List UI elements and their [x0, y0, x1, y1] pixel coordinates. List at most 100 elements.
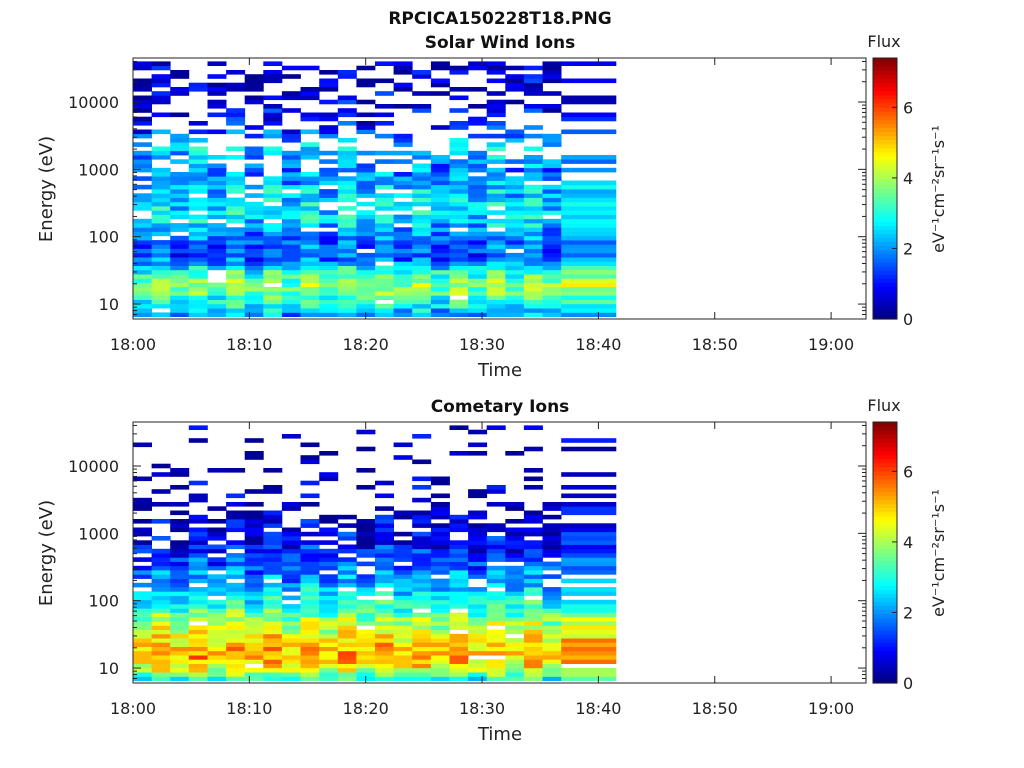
colorbar-segment	[873, 196, 897, 202]
x-tick-label: 18:10	[226, 699, 272, 718]
colorbar-tick-label: 4	[903, 169, 913, 188]
heatmap-cell	[263, 570, 283, 575]
heatmap-cell	[151, 184, 171, 190]
colorbar-segment	[873, 102, 897, 108]
heatmap-cell	[542, 616, 562, 622]
heatmap-cell	[561, 527, 617, 533]
heatmap-cell	[319, 240, 339, 245]
heatmap-cell	[505, 544, 525, 550]
heatmap-cell	[542, 312, 562, 317]
heatmap-cell	[393, 591, 413, 596]
heatmap-cell	[486, 591, 506, 596]
heatmap-cell	[170, 523, 190, 528]
heatmap-cell	[188, 129, 208, 135]
heatmap-cell	[393, 214, 413, 220]
heatmap-cell	[170, 667, 190, 673]
heatmap-cell	[207, 519, 227, 524]
heatmap-cell	[151, 278, 171, 283]
x-tick-label: 18:50	[692, 335, 738, 354]
colorbar-segment	[873, 233, 897, 239]
heatmap-cell	[263, 210, 283, 215]
heatmap-cell	[133, 519, 152, 524]
heatmap-cell	[468, 159, 488, 164]
heatmap-cell	[133, 655, 152, 660]
heatmap-cell	[505, 655, 525, 660]
heatmap-cell	[226, 299, 246, 305]
heatmap-cell	[244, 455, 264, 460]
heatmap-cell	[486, 582, 506, 588]
heatmap-cell	[281, 676, 301, 681]
heatmap-cell	[449, 257, 469, 262]
heatmap-cell	[356, 218, 376, 224]
heatmap-cell	[430, 659, 450, 664]
heatmap-cell	[337, 189, 357, 194]
heatmap-cell	[430, 621, 450, 626]
heatmap-cell	[207, 163, 227, 169]
heatmap-cell	[226, 252, 246, 258]
heatmap-cell	[486, 282, 506, 288]
heatmap-cell	[151, 112, 171, 118]
heatmap-cell	[393, 621, 413, 626]
y-tick-label: 100	[88, 228, 119, 247]
heatmap-cell	[449, 159, 469, 164]
heatmap-cell	[468, 291, 488, 296]
heatmap-cell	[542, 269, 562, 275]
heatmap-cell	[412, 510, 432, 516]
x-tick-label: 19:00	[808, 335, 854, 354]
heatmap-cell	[226, 240, 246, 245]
heatmap-cell	[468, 633, 488, 639]
heatmap-cell	[170, 312, 190, 317]
heatmap-cell	[133, 104, 152, 109]
heatmap-cell	[561, 536, 617, 541]
heatmap-cell	[430, 82, 450, 88]
heatmap-cell	[468, 201, 488, 207]
heatmap-cell	[337, 248, 357, 254]
heatmap-cell	[300, 557, 320, 562]
heatmap-cell	[263, 489, 283, 494]
heatmap-cell	[151, 561, 171, 567]
heatmap-cell	[263, 299, 283, 305]
heatmap-cell	[151, 223, 171, 228]
heatmap-cell	[337, 561, 357, 567]
colorbar-segment	[873, 192, 897, 198]
colorbar-segment	[873, 164, 897, 169]
heatmap-cell	[300, 599, 320, 605]
heatmap-cell	[151, 582, 171, 588]
heatmap-cell	[486, 274, 506, 279]
panel-title: Solar Wind Ions	[425, 33, 576, 53]
heatmap-cell	[375, 218, 394, 224]
heatmap-cell	[412, 557, 432, 562]
heatmap-cell	[244, 218, 264, 224]
heatmap-cell	[151, 265, 171, 271]
heatmap-cell	[505, 519, 525, 524]
heatmap-cell	[542, 223, 562, 228]
heatmap-cell	[319, 87, 339, 92]
heatmap-cell	[468, 223, 488, 228]
heatmap-cell	[263, 61, 283, 66]
heatmap-cell	[300, 578, 320, 584]
heatmap-cell	[468, 493, 488, 499]
colorbar-segment	[873, 519, 897, 525]
heatmap-cell	[393, 595, 413, 601]
colorbar-segment	[873, 434, 897, 439]
heatmap-cell	[263, 206, 283, 211]
heatmap-cell	[486, 189, 506, 194]
heatmap-cell	[337, 163, 357, 169]
heatmap-cell	[430, 557, 450, 562]
heatmap-cell	[300, 642, 320, 647]
heatmap-cell	[244, 295, 264, 300]
heatmap-cell	[486, 485, 506, 490]
heatmap-cell	[300, 612, 320, 618]
heatmap-cell	[486, 125, 506, 130]
heatmap-cell	[300, 269, 320, 275]
heatmap-cell	[133, 650, 152, 656]
heatmap-cell	[375, 112, 394, 118]
heatmap-cell	[412, 244, 432, 249]
heatmap-cell	[449, 265, 469, 271]
heatmap-cell	[151, 663, 171, 669]
heatmap-cell	[468, 184, 488, 190]
heatmap-cell	[542, 282, 562, 288]
plot-frame	[132, 421, 867, 684]
heatmap-cell	[486, 672, 506, 677]
